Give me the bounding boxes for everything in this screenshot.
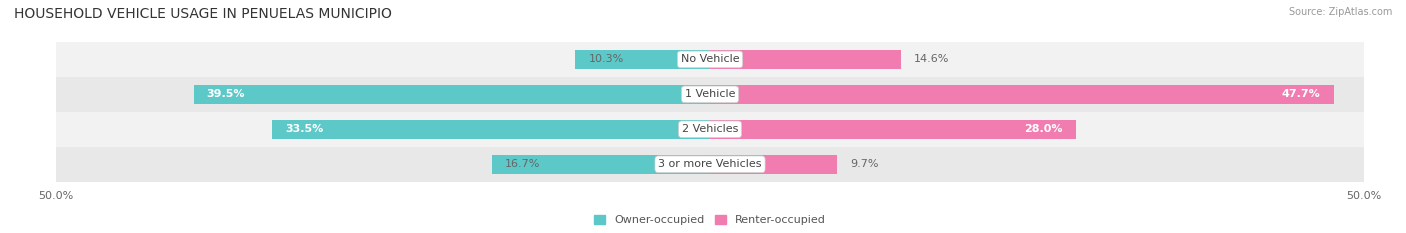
Bar [56, 147, 1364, 182]
Bar [575, 50, 710, 69]
Text: 28.0%: 28.0% [1025, 124, 1063, 134]
Bar [710, 50, 901, 69]
Text: No Vehicle: No Vehicle [681, 55, 740, 64]
Bar [56, 112, 1364, 147]
Legend: Owner-occupied, Renter-occupied: Owner-occupied, Renter-occupied [593, 215, 827, 225]
Text: 1 Vehicle: 1 Vehicle [685, 89, 735, 99]
Bar [710, 155, 837, 174]
Text: 9.7%: 9.7% [851, 159, 879, 169]
Text: 10.3%: 10.3% [589, 55, 624, 64]
Text: Source: ZipAtlas.com: Source: ZipAtlas.com [1288, 7, 1392, 17]
Bar [710, 120, 1076, 139]
Bar [56, 42, 1364, 77]
Text: 2 Vehicles: 2 Vehicles [682, 124, 738, 134]
Text: 33.5%: 33.5% [285, 124, 323, 134]
Text: 16.7%: 16.7% [505, 159, 540, 169]
Text: 14.6%: 14.6% [914, 55, 949, 64]
Bar [194, 85, 710, 104]
Bar [271, 120, 710, 139]
Bar [710, 85, 1334, 104]
Text: HOUSEHOLD VEHICLE USAGE IN PENUELAS MUNICIPIO: HOUSEHOLD VEHICLE USAGE IN PENUELAS MUNI… [14, 7, 392, 21]
Bar [56, 77, 1364, 112]
Bar [492, 155, 710, 174]
Text: 39.5%: 39.5% [207, 89, 245, 99]
Text: 3 or more Vehicles: 3 or more Vehicles [658, 159, 762, 169]
Text: 47.7%: 47.7% [1282, 89, 1320, 99]
